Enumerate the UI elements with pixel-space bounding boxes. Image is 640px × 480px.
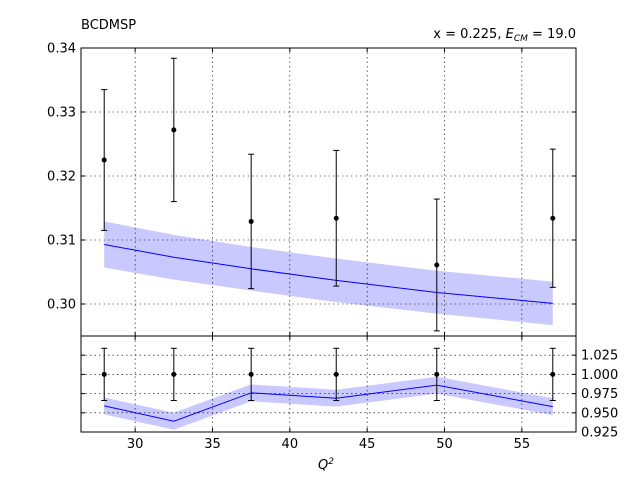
x-tick-label: 30 — [127, 437, 144, 452]
main-data-point — [550, 215, 556, 221]
ratio-data-point — [333, 371, 339, 377]
x-axis-label: Q2 — [318, 457, 334, 473]
main-data-point — [434, 262, 440, 268]
main-data-point — [171, 127, 177, 133]
main-y-tick-label: 0.32 — [47, 170, 76, 185]
main-data-point — [248, 218, 254, 224]
ratio-data-point — [171, 371, 177, 377]
ratio-uncertainty-band — [104, 376, 553, 430]
main-uncertainty-band — [104, 221, 553, 326]
ratio-data-point — [248, 371, 254, 377]
main-panel: 0.30 0.31 0.32 0.33 0.34 BCDMSP x = 0.225, E… — [47, 18, 577, 337]
x-tick-label: 45 — [359, 437, 376, 452]
main-y-tick-label: 0.31 — [47, 234, 76, 249]
ratio-y-tick-label: 1.000 — [581, 368, 618, 383]
ratio-theory-line — [104, 384, 553, 422]
main-data-point — [101, 157, 107, 163]
main-y-tick-label: 0.30 — [47, 298, 76, 313]
kinematics-annotation: x = 0.225, ECM = 19.0 — [433, 27, 576, 44]
x-tick-label: 40 — [282, 437, 299, 452]
ratio-y-tick-label: 0.975 — [581, 387, 618, 402]
main-data-point — [333, 215, 339, 221]
main-theory-line — [104, 243, 553, 304]
chart-title: BCDMSP — [81, 18, 136, 33]
x-tick-label: 35 — [204, 437, 221, 452]
x-tick-label: 55 — [514, 437, 531, 452]
ratio-data-point — [101, 371, 107, 377]
ratio-data-point — [434, 371, 440, 377]
ratio-panel: 0.925 0.950 0.975 1.000 1.025 30 35 40 45 50 55 Q… — [80, 335, 618, 473]
main-y-tick-label: 0.34 — [47, 42, 76, 57]
x-tick-label: 50 — [436, 437, 453, 452]
ratio-y-tick-label: 0.925 — [581, 426, 618, 441]
ratio-y-tick-label: 1.025 — [581, 349, 618, 364]
ratio-data-point — [550, 371, 556, 377]
ratio-y-tick-label: 0.950 — [581, 406, 618, 421]
ratio-axes-frame — [80, 335, 577, 433]
main-y-tick-label: 0.33 — [47, 106, 76, 121]
